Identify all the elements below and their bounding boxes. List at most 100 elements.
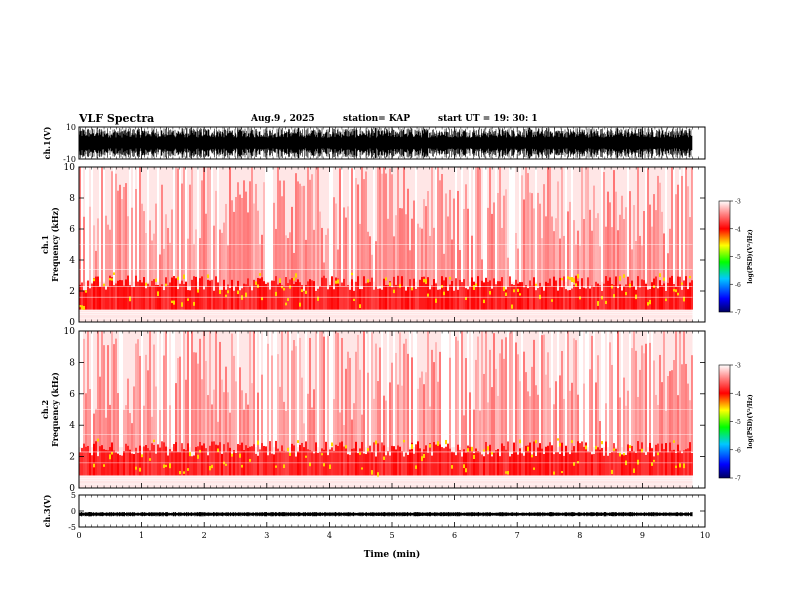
spectrogram-band (689, 282, 691, 310)
spectrogram-band (375, 456, 377, 476)
spectrogram-column (545, 216, 547, 287)
spectrogram-band (647, 289, 649, 310)
spectrogram-band (133, 287, 135, 310)
spectrogram-band (293, 284, 295, 310)
spectrogram-hotspot (567, 276, 569, 279)
spectrogram-band (419, 448, 421, 476)
spectrogram-hotspot (675, 465, 677, 468)
spectrogram-column (441, 173, 443, 287)
spectrogram-band (399, 446, 401, 476)
spectrogram-band (569, 454, 571, 476)
spectrogram-gap (103, 167, 105, 282)
spectrogram-column (431, 349, 433, 452)
spectrogram-column (637, 396, 639, 452)
spectrogram-band (279, 451, 281, 476)
spectrogram-hotspot (411, 444, 413, 450)
spectrogram-column (181, 183, 183, 287)
spectrogram-band (407, 286, 409, 310)
spectrogram-band (445, 277, 447, 310)
spectrogram-band (413, 453, 415, 476)
spectrogram-gap (665, 167, 667, 282)
spectrogram-band (109, 447, 111, 476)
spectrogram-column (535, 385, 537, 452)
spectrogram-band (633, 451, 635, 476)
spectrogram-hotspot (301, 289, 303, 293)
spectrogram-gap (521, 331, 523, 448)
spectrogram-band (145, 445, 147, 476)
spectrogram-column (205, 360, 207, 452)
spectrogram-column (343, 425, 345, 452)
spectrogram-column (199, 338, 201, 452)
spectrogram-band (199, 278, 201, 310)
spectrogram-band (645, 454, 647, 476)
spectrogram-column (643, 211, 645, 287)
spectrogram-band (153, 444, 155, 476)
spectrogram-column (639, 369, 641, 452)
spectrogram-gap (157, 167, 159, 282)
spectrogram-hotspot (605, 300, 607, 305)
spectrogram-hotspot (573, 462, 575, 466)
spectrogram-column (191, 331, 193, 452)
spectrogram-column (293, 340, 295, 452)
spectrogram-column (235, 381, 237, 452)
spectrogram-column (231, 200, 233, 287)
spectrogram-hotspot (601, 441, 603, 445)
spectrogram-band (87, 445, 89, 476)
spectrogram-band (177, 289, 179, 310)
spectrogram-band (585, 442, 587, 476)
spectrogram-column (449, 189, 451, 287)
spectrogram-column (623, 219, 625, 287)
colorbar-tick-label: -4 (735, 391, 741, 398)
spectrogram-hotspot (463, 464, 465, 469)
spectrogram-hotspot (239, 453, 241, 458)
spectrogram-gap (113, 167, 115, 282)
spectrogram-gap (331, 167, 333, 282)
spectrogram-band (175, 442, 177, 476)
spectrogram-band (311, 280, 313, 310)
spectrogram-band (141, 282, 143, 310)
spectrogram-hotspot (663, 277, 665, 281)
spectrogram-band (125, 279, 127, 310)
spectrogram-column (335, 203, 337, 287)
spectrogram-column (625, 207, 627, 287)
spectrogram-gap (513, 331, 515, 448)
spectrogram-column (185, 379, 187, 452)
spectrogram-band (189, 454, 191, 476)
spectrogram-column (405, 214, 407, 287)
spectrogram-band (147, 448, 149, 476)
spectrogram-gap (269, 167, 271, 282)
spectrogram-band (545, 281, 547, 310)
spectrogram-band (79, 452, 81, 476)
spectrogram-column (327, 335, 329, 452)
spectrogram-gap (329, 331, 331, 448)
spectrogram-hotspot (359, 452, 361, 455)
spectrogram-column (261, 234, 263, 287)
spectrogram-hotspot (275, 465, 277, 468)
spectrogram-band (633, 286, 635, 310)
spectrogram-band (369, 281, 371, 310)
spectrogram-band (403, 286, 405, 310)
spectrogram-hotspot (173, 300, 175, 305)
spectrogram-hotspot (197, 454, 199, 459)
spectrogram-hotspot (679, 463, 681, 468)
spectrogram-column (643, 353, 645, 452)
spectrogram-band (377, 288, 379, 310)
spectrogram-column (549, 387, 551, 452)
spectrogram-hotspot (385, 277, 387, 281)
spectrogram-column (669, 228, 671, 287)
spectrogram-column (583, 219, 585, 287)
spectrogram-column (521, 175, 523, 287)
spectrogram-column (487, 402, 489, 452)
spectrogram-gap (189, 331, 191, 448)
spectrogram-gap (325, 331, 327, 448)
spectrogram-hotspot (85, 290, 87, 293)
spectrogram-column (299, 337, 301, 452)
spectrogram-hotspot (665, 298, 667, 302)
spectrogram-hotspot (471, 446, 473, 452)
spectrogram-band (287, 451, 289, 476)
spectrogram-band (601, 290, 603, 310)
spectrogram-column (635, 241, 637, 287)
spectrogram-column (435, 342, 437, 452)
spectrogram-band (393, 276, 395, 310)
spectrogram-hotspot (467, 448, 469, 452)
